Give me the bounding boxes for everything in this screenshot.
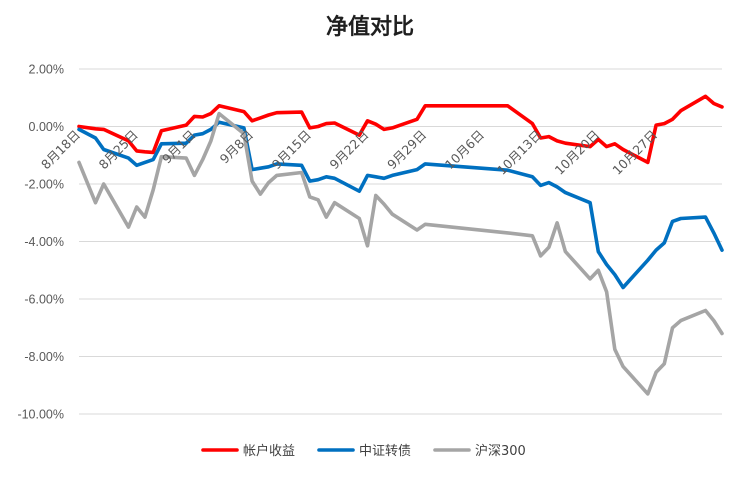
- series-lines: [77, 94, 724, 396]
- y-axis-ticks: 2.00% 0.00% -2.00% -4.00% -6.00% -8.00% -10.00…: [17, 63, 64, 422]
- y-tick-label: 0.00%: [29, 120, 64, 134]
- y-tick-label: -10.00%: [17, 408, 64, 422]
- x-tick-label: 10月27日: [609, 127, 660, 178]
- x-tick-label: 10月13日: [494, 127, 545, 178]
- x-tick-label: 10月20日: [552, 127, 603, 178]
- y-tick-label: 2.00%: [29, 63, 64, 77]
- legend-label: 沪深300: [475, 443, 526, 459]
- gridlines: [79, 68, 722, 415]
- y-tick-label: -6.00%: [24, 293, 64, 307]
- series-line: [77, 111, 724, 396]
- y-tick-label: -4.00%: [24, 235, 64, 249]
- legend-label: 中证转债: [359, 444, 411, 459]
- chart-title: 净值对比: [326, 14, 414, 40]
- legend: 帐户收益 中证转债 沪深300: [201, 443, 526, 459]
- x-axis-ticks: 8月18日 8月25日 9月1日 9月8日 9月15日 9月22日 9月29日 10月6日 10…: [38, 127, 660, 178]
- series-line: [77, 120, 724, 290]
- x-tick-label: 9月1日: [159, 127, 199, 167]
- legend-label: 帐户收益: [243, 443, 295, 459]
- series-line: [77, 94, 724, 165]
- x-tick-label: 9月22日: [326, 127, 371, 172]
- y-tick-label: -8.00%: [24, 350, 64, 364]
- y-tick-label: -2.00%: [24, 178, 64, 192]
